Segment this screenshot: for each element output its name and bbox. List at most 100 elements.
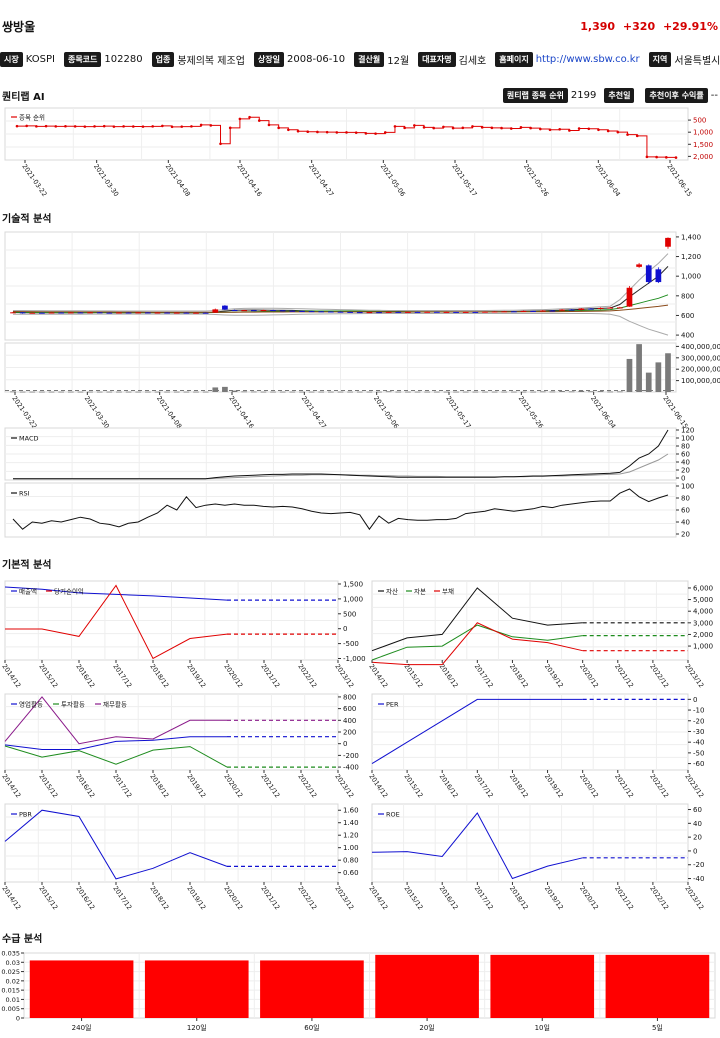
y-tick-label: 20 bbox=[681, 531, 690, 539]
candle-body bbox=[250, 310, 257, 312]
candle-body bbox=[39, 312, 45, 314]
y-tick-label: -40 bbox=[693, 875, 704, 883]
price-x-label: 2021-03-30 bbox=[83, 395, 111, 431]
legend-label: 종목 순위 bbox=[19, 114, 45, 122]
y-tick-label: 500 bbox=[693, 117, 706, 125]
x-tick-group: 2018/12 bbox=[508, 773, 530, 800]
x-tick-group: 2017/12 bbox=[473, 773, 495, 800]
x-tick-group: 2020/12 bbox=[578, 663, 600, 690]
x-tick-group: 2021-03-30 bbox=[92, 163, 120, 199]
candle-body bbox=[501, 311, 508, 313]
roe-x-label: 2016/12 bbox=[438, 885, 460, 912]
supply-bar bbox=[260, 960, 364, 1018]
y-tick-label: 0.03 bbox=[6, 959, 20, 967]
x-tick-group: 2018/12 bbox=[148, 773, 170, 800]
legend-label: PER bbox=[386, 701, 399, 709]
x-tick-group: 2021-03-22 bbox=[20, 163, 48, 199]
rank-point bbox=[606, 129, 610, 133]
volume-bar bbox=[520, 391, 527, 393]
info-value-region: 서울특별시 bbox=[674, 56, 720, 67]
x-tick-group: 2016/12 bbox=[438, 773, 460, 800]
candle-body bbox=[154, 312, 161, 314]
y-tick-label: 1,000 bbox=[343, 595, 363, 603]
roe-x-label: 2015/12 bbox=[402, 885, 424, 912]
y-tick-label: -50 bbox=[693, 749, 704, 757]
assets-line-solid bbox=[371, 624, 583, 661]
pbr-x-label: 2021/12 bbox=[259, 885, 281, 912]
y-tick-label: 0.025 bbox=[1, 968, 20, 976]
info-value-market: KOSPI bbox=[25, 54, 55, 65]
rank-point bbox=[451, 126, 455, 130]
cashflow-x-label: 2016/12 bbox=[74, 773, 96, 800]
y-tick-label: 80 bbox=[681, 443, 690, 451]
assets-x-label: 2019/12 bbox=[543, 663, 565, 690]
assets-x-label: 2014/12 bbox=[367, 663, 389, 690]
pbr-x-label: 2022/12 bbox=[296, 885, 318, 912]
candle-body bbox=[462, 311, 469, 313]
x-tick-group: 2021-05-17 bbox=[444, 395, 472, 431]
x-tick-group: 2016/12 bbox=[438, 885, 460, 912]
roe-line-solid bbox=[371, 812, 583, 880]
x-tick-group: 2023/12 bbox=[683, 663, 705, 690]
volume-bar bbox=[222, 386, 228, 392]
price-x-label: 2021-04-08 bbox=[155, 395, 183, 431]
volume-bar bbox=[655, 362, 662, 392]
candle-body bbox=[597, 307, 604, 309]
y-tick-label: 0 bbox=[681, 475, 685, 483]
info-tag-market: 시장 bbox=[0, 52, 23, 67]
volume-bar bbox=[626, 358, 633, 392]
x-tick-group: 2022/12 bbox=[296, 885, 318, 912]
y-tick-label: 3,000 bbox=[693, 619, 713, 627]
x-tick-group: 2021/12 bbox=[259, 663, 281, 690]
candle-body bbox=[376, 312, 382, 314]
candle-body bbox=[299, 310, 305, 312]
rank-point bbox=[335, 131, 339, 134]
legend-label: ROE bbox=[386, 811, 400, 819]
info-value-industry: 봉제의복 제조업 bbox=[177, 56, 245, 67]
x-tick-group: 2017/12 bbox=[473, 663, 495, 690]
rank-point bbox=[558, 127, 562, 131]
candle-body bbox=[559, 309, 565, 311]
legend-label: 자본 bbox=[414, 587, 426, 596]
rank-point bbox=[15, 124, 19, 128]
x-tick-group: 2022/12 bbox=[296, 663, 318, 690]
candle-body bbox=[328, 311, 334, 313]
candle-body bbox=[279, 310, 286, 312]
rsi-line bbox=[12, 488, 669, 531]
rank-point bbox=[374, 132, 377, 135]
y-tick-label: 0 bbox=[693, 696, 697, 704]
candle-body bbox=[212, 309, 219, 313]
candle-body bbox=[607, 307, 614, 309]
per-x-label: 2017/12 bbox=[473, 773, 495, 800]
legend-label: 투자활동 bbox=[61, 700, 85, 709]
candle-body bbox=[145, 312, 151, 314]
volume-bar bbox=[289, 391, 296, 393]
rank-point bbox=[54, 125, 58, 128]
candle-body bbox=[347, 311, 353, 313]
volume-bar bbox=[395, 391, 402, 393]
y-tick-label: 120 bbox=[681, 427, 694, 435]
x-tick-group: 2019/12 bbox=[185, 773, 207, 800]
y-tick-label: 80 bbox=[681, 495, 690, 503]
volume-bar bbox=[443, 391, 450, 393]
x-tick-group: 2016/12 bbox=[74, 885, 96, 912]
y-tick-label: 800 bbox=[681, 292, 694, 300]
x-tick-group: 2018/12 bbox=[148, 885, 170, 912]
homepage-link[interactable]: http://www.sbw.co.kr bbox=[535, 54, 640, 65]
supply-bar bbox=[375, 954, 479, 1018]
x-tick-group: 2019/12 bbox=[543, 773, 565, 800]
volume-bar bbox=[270, 391, 276, 393]
volume-bar bbox=[212, 387, 219, 392]
candle-body bbox=[19, 312, 26, 314]
rank-x-label: 2021-03-30 bbox=[92, 163, 120, 199]
volume-bar bbox=[588, 391, 594, 393]
legend-label: 매출액 bbox=[19, 587, 37, 596]
candle-body bbox=[616, 307, 623, 309]
per-x-label: 2021/12 bbox=[613, 773, 635, 800]
rank-label: 퀀티랩 종목 순위 bbox=[502, 88, 568, 103]
rank-point bbox=[432, 126, 436, 130]
volume-bar bbox=[241, 391, 248, 393]
supply-bar bbox=[490, 954, 595, 1018]
candle-body bbox=[665, 237, 671, 247]
sales-x-label: 2020/12 bbox=[222, 663, 244, 690]
